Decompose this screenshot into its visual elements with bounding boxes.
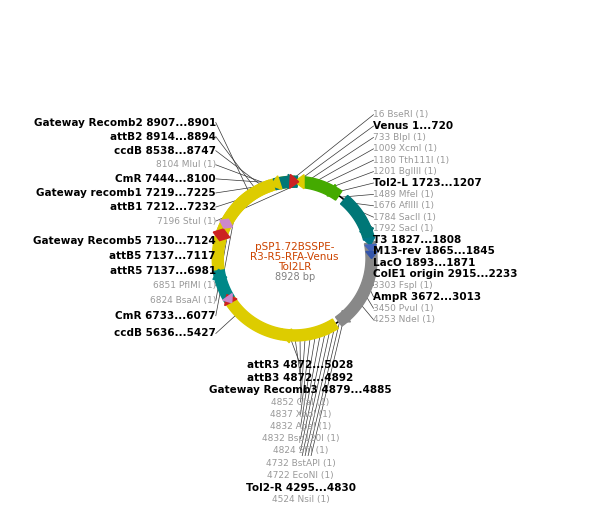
Text: Tol2LR: Tol2LR: [278, 262, 312, 272]
Text: Gateway recomb1 7219...7225: Gateway recomb1 7219...7225: [36, 188, 216, 198]
Text: 1009 XcmI (1): 1009 XcmI (1): [374, 144, 438, 153]
Polygon shape: [327, 184, 338, 196]
Text: ccdB 5636...5427: ccdB 5636...5427: [114, 329, 216, 338]
Text: 1489 MfeI (1): 1489 MfeI (1): [374, 190, 434, 199]
Text: Tol2-L 1723...1207: Tol2-L 1723...1207: [374, 178, 482, 188]
Text: Gateway Recomb2 8907...8901: Gateway Recomb2 8907...8901: [33, 118, 216, 127]
Polygon shape: [295, 175, 304, 189]
Text: 4253 NdeI (1): 4253 NdeI (1): [374, 315, 435, 324]
Text: 4837 XhoI (1): 4837 XhoI (1): [270, 410, 331, 419]
Text: Venus 1...720: Venus 1...720: [374, 121, 454, 131]
Text: 4824 SfiI (1): 4824 SfiI (1): [273, 446, 328, 456]
Text: attR5 7137...6981: attR5 7137...6981: [109, 266, 216, 276]
Text: Tol2-R 4295...4830: Tol2-R 4295...4830: [246, 483, 356, 493]
Text: AmpR 3672...3013: AmpR 3672...3013: [374, 292, 481, 302]
Polygon shape: [225, 296, 282, 339]
Text: 733 BlpI (1): 733 BlpI (1): [374, 133, 426, 142]
Text: ColE1 origin 2915...2233: ColE1 origin 2915...2233: [374, 269, 518, 279]
Polygon shape: [359, 228, 373, 239]
Polygon shape: [264, 176, 295, 193]
Polygon shape: [364, 237, 375, 245]
Text: 6824 BsaAI (1): 6824 BsaAI (1): [150, 296, 216, 305]
Polygon shape: [213, 229, 230, 241]
Text: 4722 EcoNI (1): 4722 EcoNI (1): [267, 471, 334, 480]
Text: 16 BseRI (1): 16 BseRI (1): [374, 110, 429, 119]
Text: 4832 ApaI (1): 4832 ApaI (1): [270, 422, 331, 431]
Text: 4852 ClaI (1): 4852 ClaI (1): [271, 397, 329, 407]
Text: 1784 SacII (1): 1784 SacII (1): [374, 212, 437, 222]
Polygon shape: [225, 294, 237, 306]
Polygon shape: [281, 329, 292, 343]
Polygon shape: [366, 251, 377, 259]
Polygon shape: [338, 310, 350, 322]
Text: Gateway Recomb3 4879...4885: Gateway Recomb3 4879...4885: [209, 385, 392, 395]
Polygon shape: [213, 268, 234, 302]
Polygon shape: [340, 196, 374, 240]
Polygon shape: [288, 175, 297, 188]
Text: R3-R5-RFA-Venus: R3-R5-RFA-Venus: [251, 251, 339, 262]
Text: CmR 6733...6077: CmR 6733...6077: [115, 311, 216, 321]
Polygon shape: [273, 176, 298, 189]
Text: attB5 7137...7117: attB5 7137...7117: [109, 251, 216, 261]
Polygon shape: [213, 180, 273, 246]
Polygon shape: [365, 244, 376, 252]
Text: 8104 MluI (1): 8104 MluI (1): [155, 160, 216, 169]
Polygon shape: [335, 242, 377, 326]
Text: 4732 BstAPI (1): 4732 BstAPI (1): [266, 459, 335, 467]
Polygon shape: [280, 319, 338, 341]
Text: Gateway Recomb5 7130...7124: Gateway Recomb5 7130...7124: [33, 236, 216, 246]
Text: 3303 FspI (1): 3303 FspI (1): [374, 281, 433, 290]
Text: ccdB 8538...8747: ccdB 8538...8747: [114, 146, 216, 156]
Text: 1180 Tth111I (1): 1180 Tth111I (1): [374, 156, 450, 165]
Text: T3 1827...1808: T3 1827...1808: [374, 235, 462, 245]
Text: attR3 4872...5028: attR3 4872...5028: [248, 360, 353, 370]
Polygon shape: [212, 182, 268, 270]
Text: attB1 7212...7232: attB1 7212...7232: [109, 202, 216, 212]
Text: M13-rev 1865...1845: M13-rev 1865...1845: [374, 246, 495, 257]
Text: CmR 7444...8100: CmR 7444...8100: [115, 174, 216, 184]
Text: LacO 1893...1871: LacO 1893...1871: [374, 258, 476, 268]
Polygon shape: [223, 293, 232, 303]
Text: pSP1.72BSSPE-: pSP1.72BSSPE-: [255, 242, 334, 252]
Text: 4524 NsiI (1): 4524 NsiI (1): [271, 495, 329, 504]
Polygon shape: [213, 269, 227, 280]
Text: 1676 AflIII (1): 1676 AflIII (1): [374, 201, 435, 210]
Polygon shape: [289, 175, 298, 188]
Polygon shape: [271, 176, 282, 189]
Text: 4832 Bsp120I (1): 4832 Bsp120I (1): [262, 434, 339, 443]
Polygon shape: [220, 219, 233, 228]
Text: 8928 bp: 8928 bp: [274, 272, 315, 283]
Polygon shape: [303, 177, 342, 200]
Text: 1201 BglIII (1): 1201 BglIII (1): [374, 167, 437, 176]
Text: 6851 PflMI (1): 6851 PflMI (1): [152, 281, 216, 290]
Text: attB2 8914...8894: attB2 8914...8894: [110, 132, 216, 142]
Text: 1792 SacI (1): 1792 SacI (1): [374, 224, 434, 233]
Text: 3450 PvuI (1): 3450 PvuI (1): [374, 304, 434, 313]
Text: 7196 StuI (1): 7196 StuI (1): [157, 217, 216, 226]
Text: attB3 4872...4892: attB3 4872...4892: [248, 373, 353, 382]
